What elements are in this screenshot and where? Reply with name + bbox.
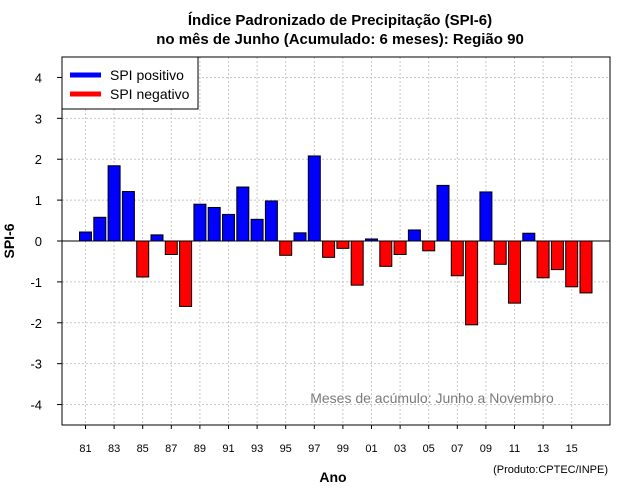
y-tick-label: -4 <box>30 398 42 413</box>
y-tick-label: -1 <box>30 275 42 290</box>
x-tick-label: 91 <box>222 443 234 455</box>
bar-2007 <box>450 240 464 277</box>
bar-1993 <box>250 218 264 242</box>
legend-box <box>61 56 199 110</box>
y-tick-label: 4 <box>35 70 42 85</box>
y-tick-label: -3 <box>30 357 42 372</box>
x-tick-label: 01 <box>365 443 377 455</box>
y-tick-label: 3 <box>35 111 42 126</box>
x-tick-label: 95 <box>280 443 292 455</box>
chart-title: Índice Padronizado de Precipitação (SPI-… <box>188 12 492 29</box>
bar-1994 <box>264 200 278 242</box>
y-tick-label: 2 <box>35 152 42 167</box>
bar-2000 <box>350 240 364 286</box>
bar-1988 <box>179 240 193 307</box>
bar-2015 <box>565 240 579 288</box>
x-tick-label: 03 <box>394 443 406 455</box>
bar-2005 <box>422 240 436 252</box>
x-tick-label: 85 <box>137 443 149 455</box>
x-tick-label: 89 <box>194 443 206 455</box>
bar-2011 <box>508 240 521 304</box>
y-tick-label: 1 <box>35 193 42 208</box>
bar-1986 <box>150 234 164 242</box>
x-tick-label: 13 <box>537 443 549 455</box>
bar-1987 <box>164 240 178 255</box>
bar-1998 <box>322 240 336 258</box>
bar-2002 <box>379 240 393 267</box>
bar-2016 <box>579 240 593 294</box>
bar-1996 <box>293 232 307 242</box>
bar-2009 <box>479 191 493 242</box>
x-tick-label: 93 <box>251 443 263 455</box>
bar-1990 <box>207 206 221 242</box>
x-tick-label: 81 <box>79 443 91 455</box>
bar-1997 <box>307 155 321 242</box>
bar-1989 <box>193 203 207 242</box>
bar-1995 <box>279 240 293 256</box>
y-tick-label: 0 <box>35 234 42 249</box>
bar-2004 <box>407 229 421 242</box>
x-axis: 81 83 85 87 89 91 93 95 97 99 01 03 05 07 09 11 13 15 <box>79 425 578 455</box>
x-tick-label: 09 <box>480 443 492 455</box>
accumulation-note: Meses de acúmulo: Junho a Novembro <box>310 390 554 406</box>
bar-1999 <box>336 240 350 249</box>
legend-label-positive: SPI positivo <box>110 67 184 83</box>
bar-1981 <box>79 231 92 242</box>
x-tick-label: 99 <box>337 443 349 455</box>
y-axis: -4 -3 -2 -1 0 1 2 3 4 <box>30 70 62 413</box>
legend-label-negative: SPI negativo <box>110 86 190 102</box>
bar-2012 <box>522 232 536 242</box>
bar-1985 <box>136 240 150 278</box>
legend: SPI positivo SPI negativo <box>61 56 199 110</box>
bars <box>79 155 593 326</box>
bar-2014 <box>550 240 564 271</box>
bar-2006 <box>436 184 450 242</box>
y-axis-title: SPI-6 <box>1 223 17 258</box>
bar-2003 <box>393 240 407 255</box>
bar-1984 <box>121 191 135 242</box>
bar-1992 <box>236 186 250 242</box>
x-tick-label: 87 <box>165 443 177 455</box>
credit-text: (Produto:CPTEC/INPE) <box>493 464 608 476</box>
x-tick-label: 83 <box>108 443 120 455</box>
bar-1991 <box>222 213 235 242</box>
x-tick-label: 07 <box>451 443 463 455</box>
bar-1983 <box>107 165 121 242</box>
x-axis-title: Ano <box>319 469 346 485</box>
x-tick-label: 15 <box>566 443 578 455</box>
x-tick-label: 05 <box>423 443 435 455</box>
bar-2013 <box>536 240 550 279</box>
x-tick-label: 97 <box>308 443 320 455</box>
bar-2010 <box>493 240 507 265</box>
bar-2008 <box>465 240 479 326</box>
chart-subtitle: no mês de Junho (Acumulado: 6 meses): Re… <box>156 31 524 48</box>
bar-1982 <box>93 216 107 242</box>
y-tick-label: -2 <box>30 316 42 331</box>
x-tick-label: 11 <box>509 443 520 455</box>
